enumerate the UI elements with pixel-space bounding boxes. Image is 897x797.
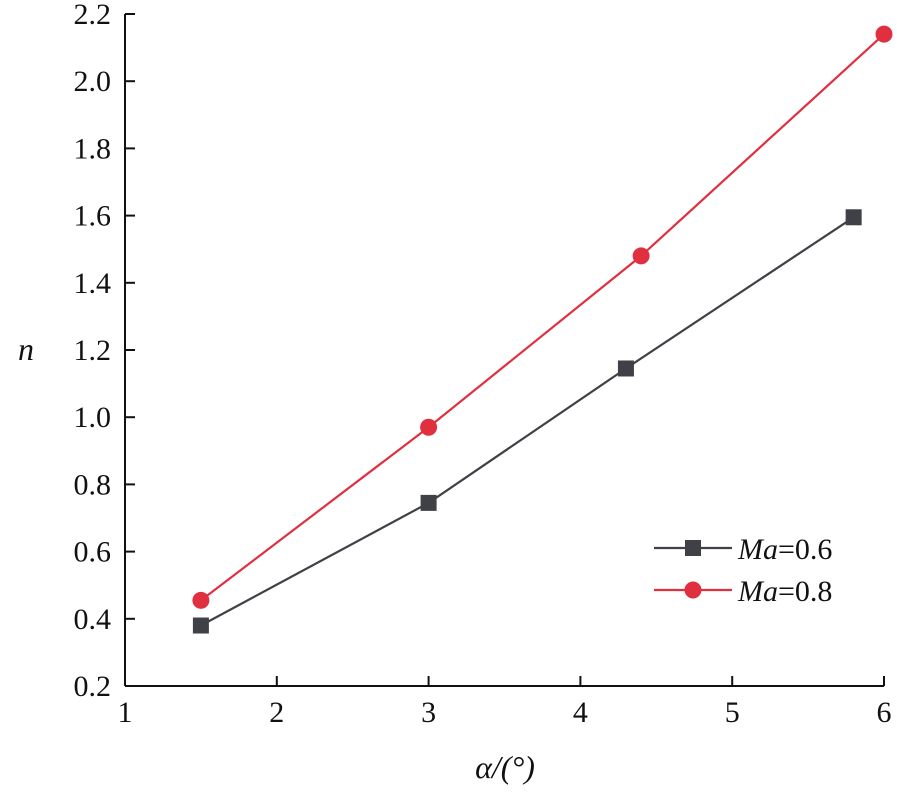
x-axis-label: α/(°) [475,749,535,785]
x-tick-label: 5 [725,696,740,729]
y-tick-label: 1.4 [74,267,112,300]
data-point [632,247,650,265]
data-point [420,418,438,436]
series-2 [192,25,893,609]
axes: 0.2 0.4 0.6 0.8 1.0 1.2 1.4 1.6 1.8 2.0 2.2 1 2 3 4 5 6 [74,0,892,729]
x-tick-label: 6 [877,696,892,729]
legend-marker [685,540,701,556]
data-point [875,25,893,43]
legend-item-2: Ma=0.8 [654,575,832,608]
legend-marker [684,581,702,599]
data-point [192,617,209,634]
data-point [845,209,862,226]
data-point [617,360,634,377]
x-tick-label: 4 [573,696,588,729]
y-tick-label: 0.6 [74,536,112,569]
y-tick-label: 1.0 [74,401,112,434]
series-line [200,216,855,627]
series-layer [192,25,893,634]
data-point [420,494,437,511]
y-axis-label: n [18,331,34,367]
y-tick-label: 2.2 [74,0,112,31]
x-tick-label: 3 [421,696,436,729]
x-tick-label: 2 [269,696,284,729]
series-line [200,33,885,602]
y-tick-label: 2.0 [74,65,112,98]
legend-label: Ma=0.6 [737,533,832,566]
y-tick-label: 0.8 [74,468,112,501]
y-tick-label: 0.2 [74,670,112,703]
y-tick-label: 1.2 [74,334,112,367]
y-tick-label: 0.4 [74,603,112,636]
y-tick-label: 1.8 [74,132,112,165]
series-1 [192,209,862,634]
legend-item-1: Ma=0.6 [654,533,832,566]
data-point [192,591,210,609]
y-tick-label: 1.6 [74,200,112,233]
legend: Ma=0.6 Ma=0.8 [654,533,832,608]
x-tick-label: 1 [118,696,133,729]
legend-label: Ma=0.8 [737,575,832,608]
